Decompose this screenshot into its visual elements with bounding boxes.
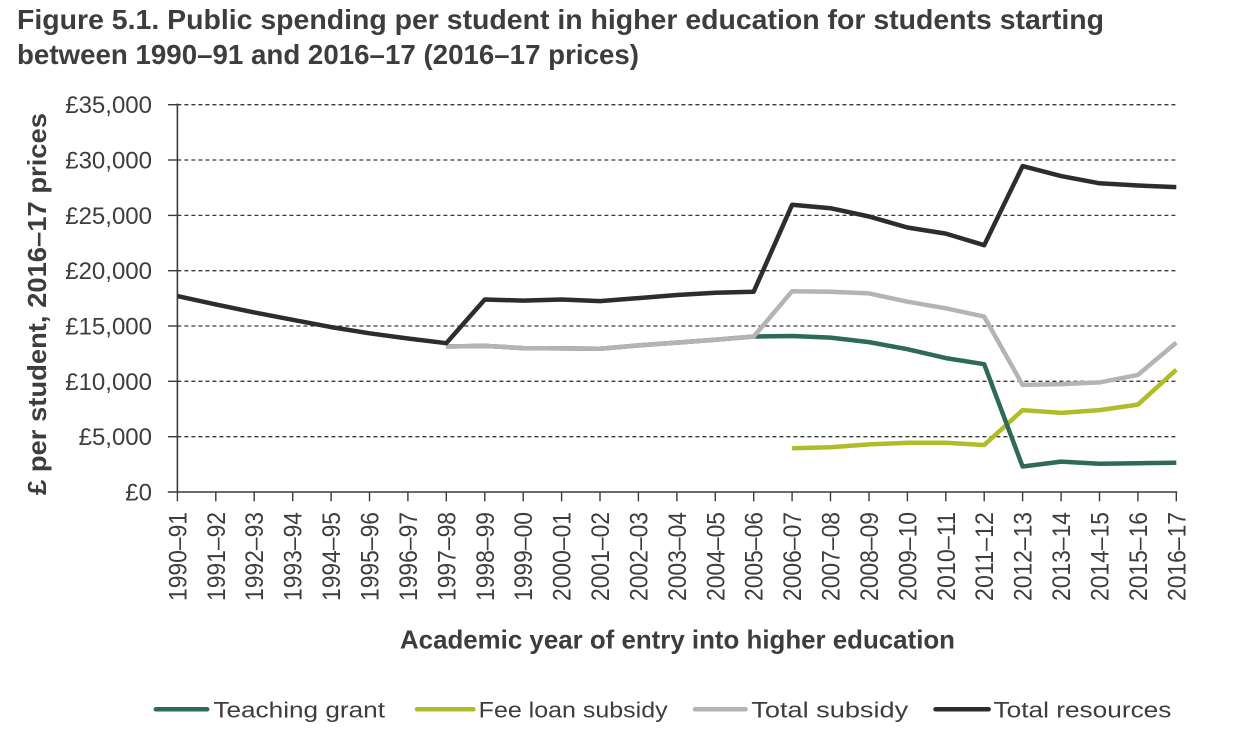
svg-text:2000–01: 2000–01 bbox=[549, 512, 577, 601]
svg-text:Teaching grant: Teaching grant bbox=[213, 698, 385, 723]
svg-text:Total resources: Total resources bbox=[994, 698, 1172, 723]
svg-text:2011–12: 2011–12 bbox=[971, 512, 999, 601]
svg-text:1993–94: 1993–94 bbox=[280, 512, 308, 601]
svg-text:£20,000: £20,000 bbox=[65, 258, 152, 285]
svg-text:between 1990–91 and 2016–17 (2: between 1990–91 and 2016–17 (2016–17 pri… bbox=[17, 39, 639, 70]
svg-text:2012–13: 2012–13 bbox=[1010, 512, 1038, 601]
svg-text:Fee loan subsidy: Fee loan subsidy bbox=[479, 698, 668, 723]
svg-text:£0: £0 bbox=[125, 480, 152, 507]
svg-text:2013–14: 2013–14 bbox=[1048, 512, 1076, 601]
svg-text:Total subsidy: Total subsidy bbox=[751, 698, 908, 723]
svg-text:2003–04: 2003–04 bbox=[664, 512, 692, 601]
svg-text:£30,000: £30,000 bbox=[65, 148, 152, 175]
svg-text:1991–92: 1991–92 bbox=[203, 512, 231, 601]
svg-text:£10,000: £10,000 bbox=[65, 369, 152, 396]
svg-text:2004–05: 2004–05 bbox=[702, 512, 730, 601]
svg-text:1997–98: 1997–98 bbox=[433, 512, 461, 601]
svg-text:2006–07: 2006–07 bbox=[779, 512, 807, 601]
svg-text:£ per student, 2016–17 prices: £ per student, 2016–17 prices bbox=[22, 113, 52, 495]
svg-text:2008–09: 2008–09 bbox=[856, 512, 884, 601]
svg-text:2016–17: 2016–17 bbox=[1163, 512, 1191, 601]
svg-text:1995–96: 1995–96 bbox=[357, 512, 385, 601]
svg-text:2007–08: 2007–08 bbox=[818, 512, 846, 601]
svg-text:£25,000: £25,000 bbox=[65, 203, 152, 230]
svg-text:£5,000: £5,000 bbox=[79, 424, 152, 451]
svg-text:2014–15: 2014–15 bbox=[1087, 512, 1115, 601]
svg-text:2009–10: 2009–10 bbox=[894, 512, 922, 601]
svg-text:1999–00: 1999–00 bbox=[510, 512, 538, 601]
svg-text:Academic year of entry into hi: Academic year of entry into higher educa… bbox=[400, 625, 955, 655]
svg-text:1996–97: 1996–97 bbox=[395, 512, 423, 601]
svg-text:2010–11: 2010–11 bbox=[933, 512, 961, 601]
svg-text:Figure 5.1. Public spending pe: Figure 5.1. Public spending per student … bbox=[17, 4, 1104, 35]
svg-text:1998–99: 1998–99 bbox=[472, 512, 500, 601]
svg-text:1990–91: 1990–91 bbox=[164, 512, 192, 601]
svg-text:2001–02: 2001–02 bbox=[587, 512, 615, 601]
svg-text:2015–16: 2015–16 bbox=[1125, 512, 1153, 601]
svg-text:£35,000: £35,000 bbox=[65, 92, 152, 119]
svg-text:1994–95: 1994–95 bbox=[318, 512, 346, 601]
svg-text:2002–03: 2002–03 bbox=[625, 512, 653, 601]
svg-text:1992–93: 1992–93 bbox=[241, 512, 269, 601]
svg-text:2005–06: 2005–06 bbox=[741, 512, 769, 601]
svg-text:£15,000: £15,000 bbox=[65, 314, 152, 341]
